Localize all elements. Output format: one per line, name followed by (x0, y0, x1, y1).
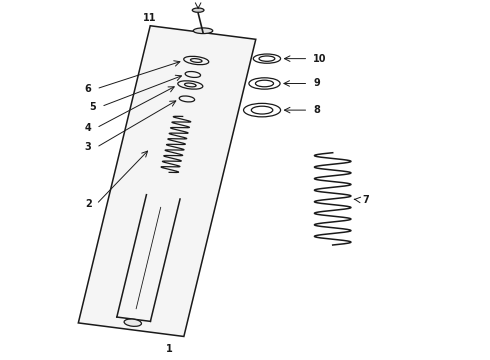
Text: 8: 8 (313, 105, 320, 115)
Ellipse shape (193, 28, 213, 33)
Text: 11: 11 (143, 13, 157, 23)
Text: 5: 5 (90, 102, 97, 112)
Text: 4: 4 (85, 123, 92, 133)
Text: 9: 9 (313, 78, 320, 89)
Text: 2: 2 (85, 199, 92, 209)
Text: 1: 1 (166, 344, 173, 354)
Text: 6: 6 (85, 84, 92, 94)
Text: 10: 10 (313, 54, 327, 64)
Ellipse shape (124, 319, 142, 327)
Text: 3: 3 (85, 143, 92, 152)
Text: 7: 7 (362, 194, 368, 204)
Polygon shape (78, 26, 256, 337)
Ellipse shape (192, 8, 204, 12)
